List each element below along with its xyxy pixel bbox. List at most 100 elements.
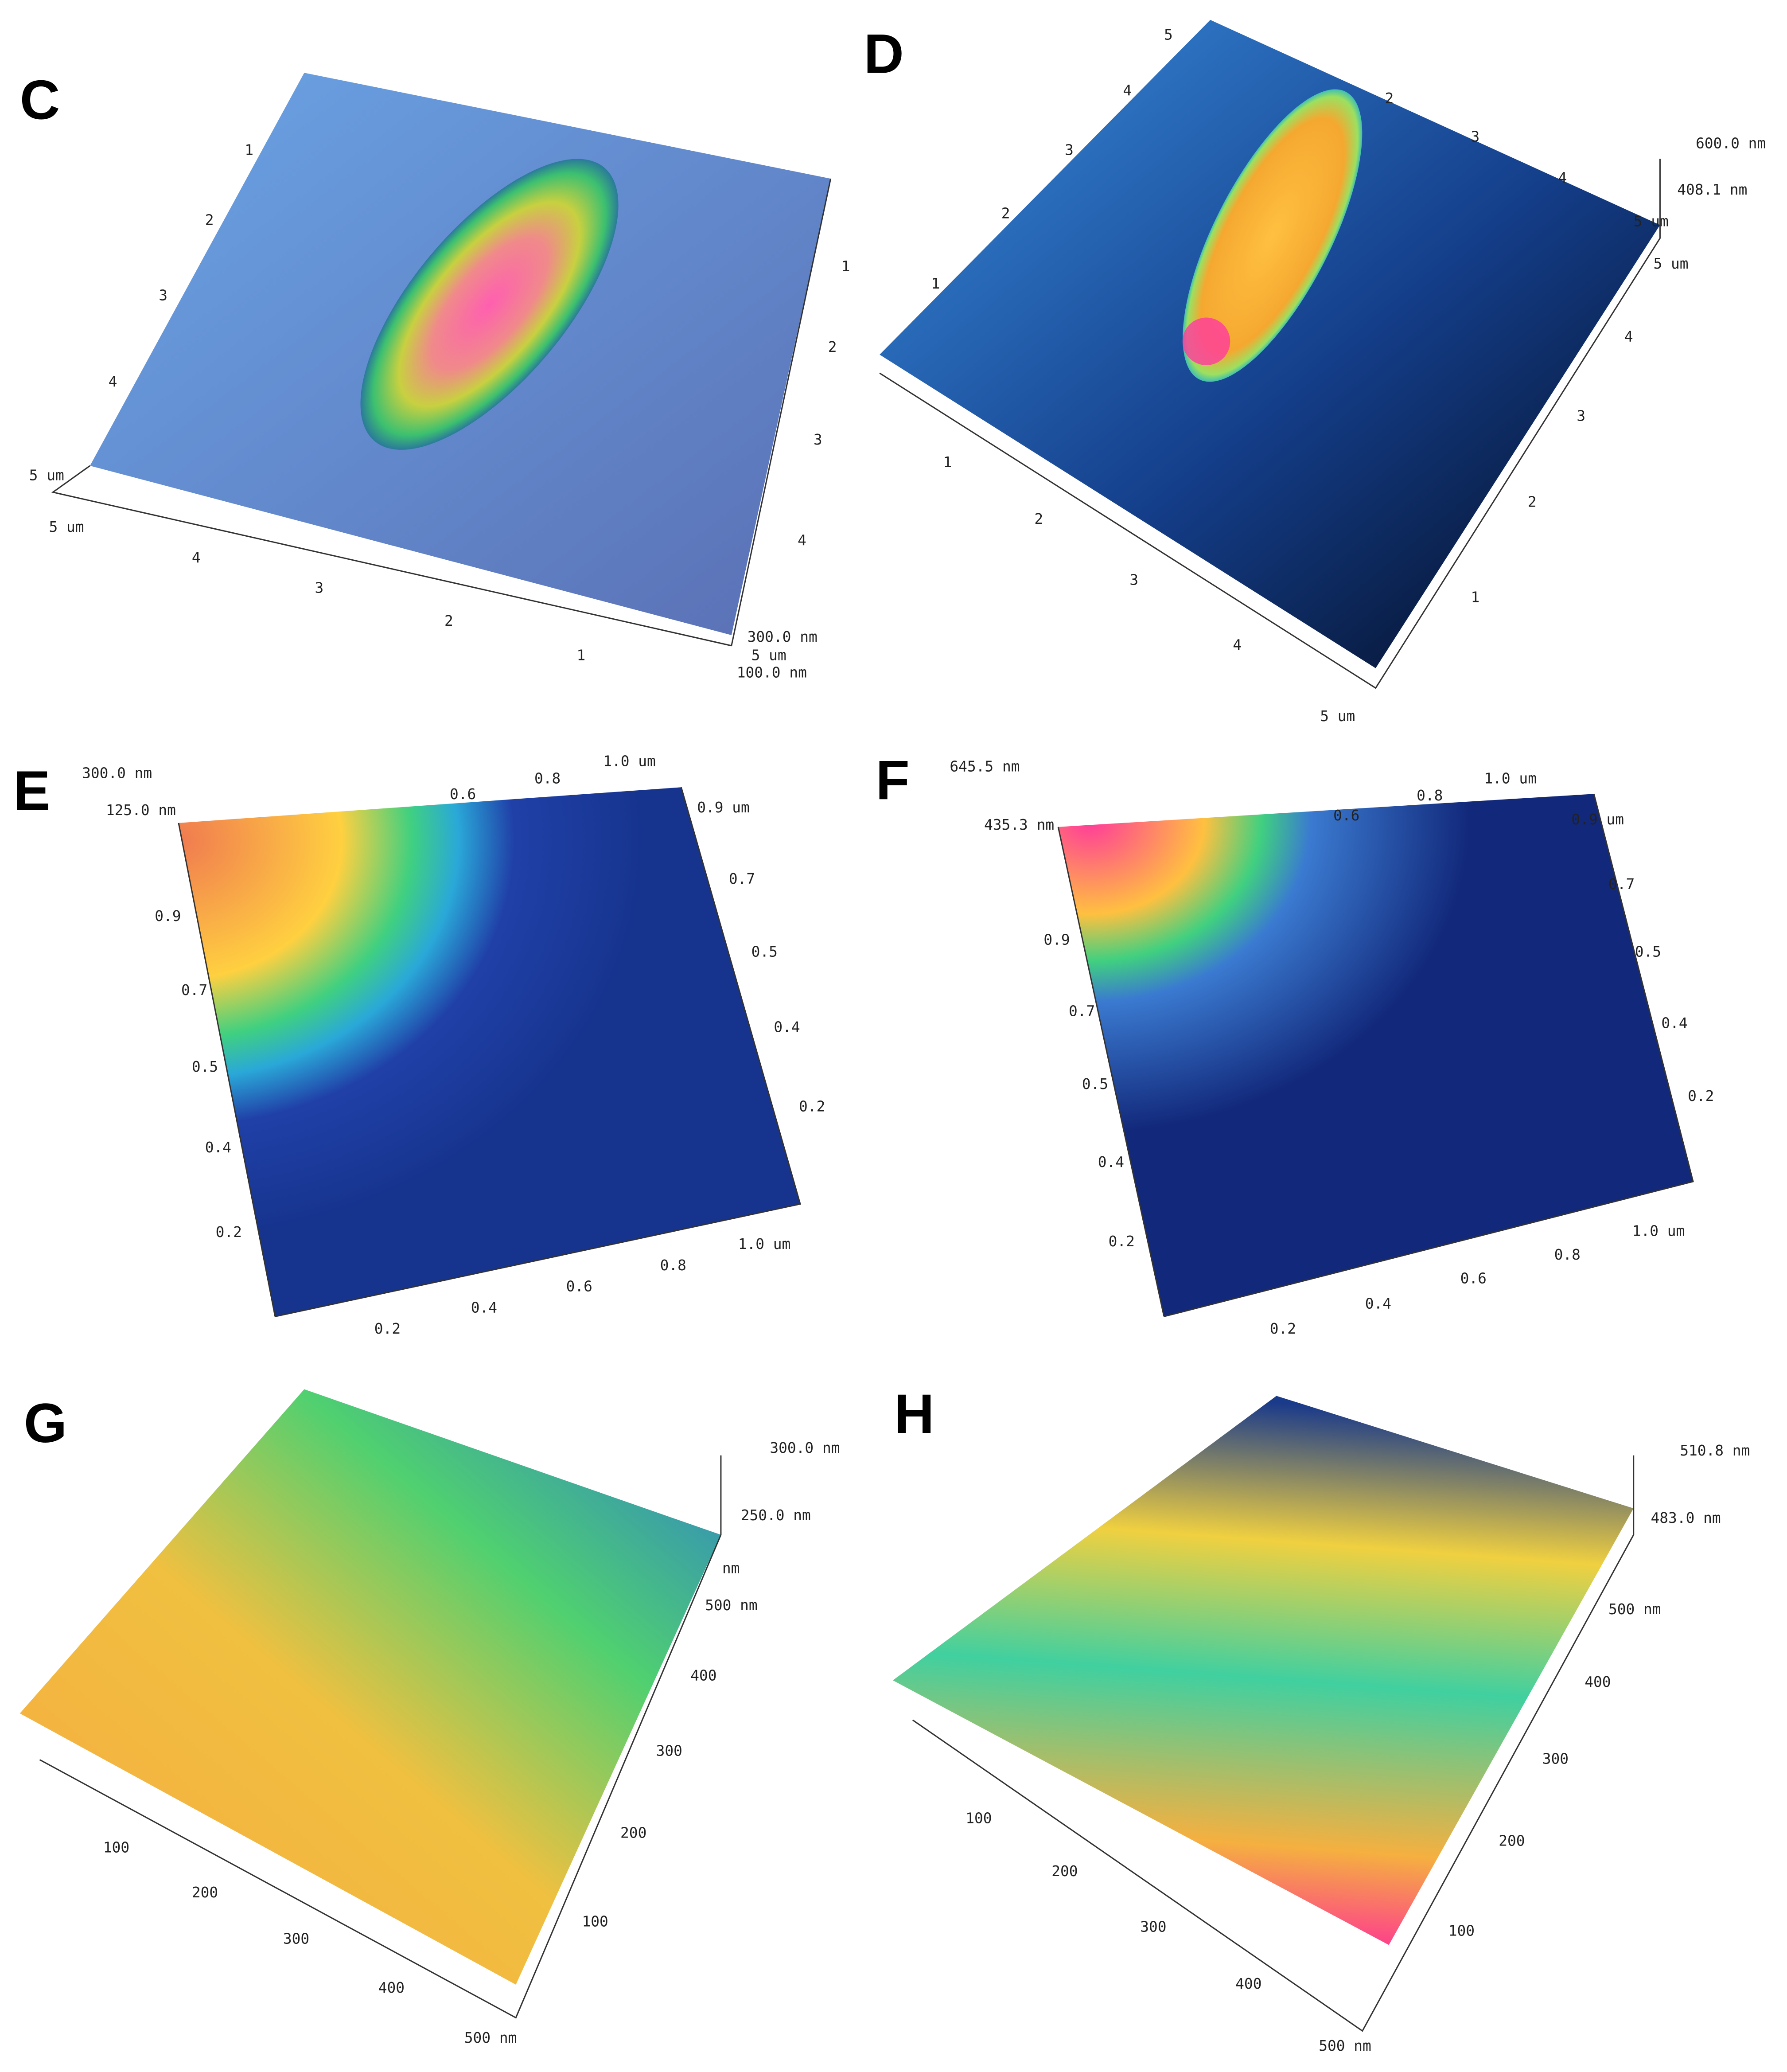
tick-label: 0.5 <box>1635 943 1661 960</box>
axis <box>51 178 832 647</box>
tick-label: 0.6 <box>1460 1270 1487 1287</box>
tick-label: 3 <box>159 287 167 304</box>
tick-label: 0.9 um <box>1571 811 1624 828</box>
tick-label: 200 <box>620 1825 646 1842</box>
axis <box>1057 793 1694 1317</box>
tick-label: 5 um <box>751 647 786 664</box>
tick-label: 400 <box>1235 1975 1261 1992</box>
tick-label: 408.1 nm <box>1677 181 1747 198</box>
tick-label: 1 <box>1471 589 1480 605</box>
tick-label: 500 nm <box>705 1597 758 1614</box>
panel-label: E <box>13 760 51 822</box>
tick-label: 1 <box>841 258 850 275</box>
tick-label: 2 <box>444 613 453 629</box>
tick-label: 100 <box>1448 1922 1475 1939</box>
tick-label: 3 <box>1065 141 1074 158</box>
tick-label: 1 <box>245 141 253 158</box>
tick-label: 1 <box>931 275 940 292</box>
tick-label: 0.5 <box>751 943 778 960</box>
axis <box>879 159 1661 689</box>
tick-label: 100 <box>103 1839 129 1856</box>
tick-label: 0.5 <box>192 1058 218 1075</box>
tick-label: 0.7 <box>1069 1003 1095 1020</box>
tick-label: 400 <box>378 1979 405 1996</box>
tick-label: 300.0 nm <box>770 1440 840 1456</box>
tick-label: 400 <box>1585 1674 1611 1690</box>
tick-label: 5 um <box>29 467 64 484</box>
tick-label: 3 <box>1129 572 1138 589</box>
tick-label: 0.4 <box>1661 1015 1687 1032</box>
tick-label: 2 <box>1001 205 1010 222</box>
panel-label: H <box>894 1383 934 1445</box>
tick-label: 4 <box>1558 169 1567 186</box>
tick-label: 5 um <box>1634 213 1669 230</box>
tick-label: 400 <box>690 1667 716 1684</box>
tick-label: 5 <box>1164 27 1173 43</box>
tip <box>1182 317 1230 366</box>
tick-label: 200 <box>1051 1863 1078 1880</box>
panel-label: F <box>876 749 910 811</box>
tick-label: 200 <box>1499 1832 1525 1849</box>
tick-label: 4 <box>1123 82 1132 99</box>
tick-label: 300.0 nm <box>748 628 818 645</box>
tick-label: 5 um <box>1320 708 1355 725</box>
tick-label: 0.8 <box>660 1257 686 1274</box>
tick-label: 1.0 um <box>1632 1222 1685 1239</box>
tick-label: 125.0 nm <box>106 802 176 819</box>
tick-label: 0.2 <box>1270 1320 1296 1337</box>
tick-label: 0.2 <box>216 1224 242 1241</box>
tick-label: 0.2 <box>1109 1233 1135 1250</box>
tick-label: nm <box>722 1560 740 1576</box>
panel-label: C <box>20 69 60 131</box>
tick-label: 0.4 <box>774 1019 800 1036</box>
tick-label: 300 <box>283 1930 309 1947</box>
axis <box>39 1455 722 2019</box>
tick-label: 0.5 <box>1082 1076 1108 1093</box>
tick-label: 250.0 nm <box>741 1507 811 1524</box>
tick-label: 100 <box>582 1913 608 1930</box>
tick-label: 0.4 <box>205 1139 231 1156</box>
tick-label: 0.2 <box>374 1320 401 1337</box>
tick-label: 500 nm <box>464 2029 517 2046</box>
tick-label: 510.8 nm <box>1680 1442 1750 1459</box>
tick-label: 5 um <box>1653 255 1688 272</box>
tick-label: 2 <box>1528 493 1537 510</box>
tick-label: 0.6 <box>566 1278 592 1295</box>
tick-label: 3 <box>814 431 822 448</box>
afm-surface <box>880 20 1660 668</box>
tick-label: 1.0 um <box>738 1236 791 1253</box>
tick-label: 300 <box>1140 1918 1166 1935</box>
tick-label: 0.8 <box>1417 787 1443 804</box>
axis <box>178 787 801 1317</box>
tick-label: 0.4 <box>471 1299 497 1316</box>
panel-label: D <box>864 23 904 85</box>
afm-surface <box>19 1389 721 1985</box>
tick-label: 3 <box>1471 129 1480 145</box>
tick-label: 645.5 nm <box>950 758 1020 775</box>
bacterium <box>1183 89 1363 382</box>
tick-label: 1.0 um <box>1484 770 1537 787</box>
afm-surface <box>179 787 801 1317</box>
tick-label: 0.9 um <box>697 799 750 816</box>
tick-label: 2 <box>1034 511 1043 527</box>
tick-label: 0.8 <box>1554 1246 1581 1263</box>
tick-label: 1 <box>943 454 952 471</box>
tick-label: 435.3 nm <box>984 816 1054 833</box>
tick-label: 0.7 <box>1608 876 1635 893</box>
tick-label: 1 <box>577 647 586 664</box>
afm-surface <box>1058 794 1694 1317</box>
tick-label: 300 <box>1542 1750 1569 1767</box>
tick-label: 0.8 <box>534 770 561 787</box>
tick-label: 100 <box>966 1810 992 1827</box>
tick-label: 0.2 <box>799 1098 825 1115</box>
tick-label: 5 um <box>49 519 84 535</box>
tick-label: 0.4 <box>1365 1295 1391 1312</box>
tick-label: 300 <box>656 1742 682 1759</box>
tick-label: 4 <box>109 373 117 390</box>
tick-label: 4 <box>1233 636 1242 653</box>
tick-label: 0.4 <box>1098 1154 1124 1171</box>
tick-label: 100.0 nm <box>737 664 807 681</box>
tick-label: 483.0 nm <box>1651 1510 1721 1526</box>
